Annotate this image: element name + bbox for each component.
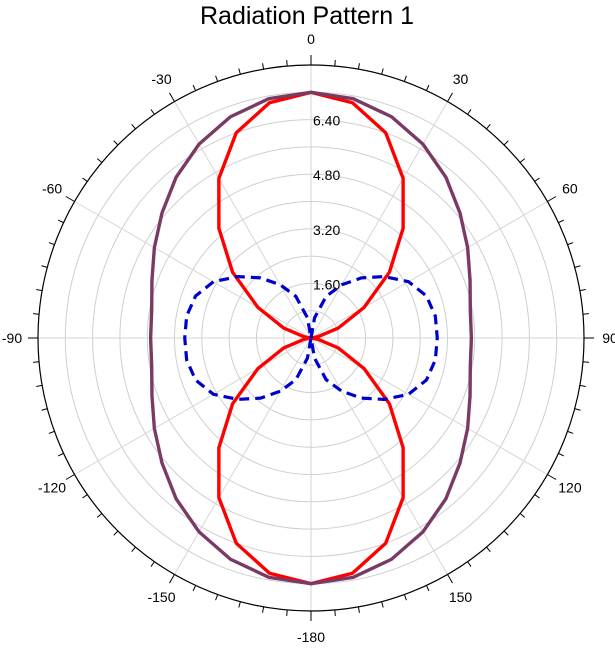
- minor-tick: [48, 430, 55, 434]
- series-line-2: [183, 274, 439, 402]
- minor-tick: [36, 384, 43, 387]
- major-tick: [65, 474, 75, 480]
- minor-tick: [36, 289, 43, 292]
- minor-tick: [238, 601, 241, 608]
- minor-tick: [334, 60, 336, 67]
- angle-tick-label: -30: [151, 71, 171, 87]
- chart-title: Radiation Pattern 1: [200, 2, 414, 30]
- minor-tick: [486, 546, 491, 553]
- grid-spoke: [310, 101, 448, 339]
- minor-tick: [486, 123, 491, 130]
- minor-tick: [334, 609, 336, 616]
- grid-spoke: [310, 201, 548, 339]
- grid-spoke: [174, 337, 312, 575]
- minor-tick: [192, 84, 197, 91]
- angle-tick-label: -120: [38, 480, 66, 496]
- angle-tick-label: 150: [449, 589, 473, 605]
- minor-tick: [113, 140, 119, 146]
- minor-tick: [582, 361, 589, 363]
- angle-tick-label: -60: [42, 181, 62, 197]
- minor-tick: [534, 494, 540, 499]
- minor-tick: [403, 594, 407, 601]
- minor-tick: [381, 601, 384, 608]
- minor-tick: [381, 68, 384, 75]
- minor-tick: [150, 561, 155, 567]
- minor-tick: [286, 60, 288, 67]
- major-tick: [169, 92, 175, 102]
- angle-ticks: [28, 55, 594, 621]
- minor-tick: [503, 140, 509, 146]
- major-tick: [65, 196, 75, 202]
- minor-tick: [150, 109, 155, 115]
- minor-tick: [425, 585, 430, 592]
- grid-spoke: [74, 337, 312, 475]
- minor-tick: [403, 75, 407, 82]
- minor-tick: [48, 242, 55, 246]
- major-tick: [447, 92, 453, 102]
- minor-tick: [41, 265, 48, 268]
- minor-tick: [82, 494, 88, 499]
- series-line-3: [148, 90, 474, 586]
- minor-tick: [582, 313, 589, 315]
- grid-spoke: [310, 337, 548, 475]
- radial-tick-label: 4.80: [313, 167, 340, 183]
- major-tick: [169, 574, 175, 584]
- minor-tick: [33, 361, 40, 363]
- grid-spoke: [74, 201, 312, 339]
- minor-tick: [574, 265, 581, 268]
- angle-tick-label: 30: [453, 71, 469, 87]
- major-tick: [547, 196, 557, 202]
- minor-tick: [96, 513, 103, 518]
- minor-tick: [579, 384, 586, 387]
- minor-tick: [215, 594, 219, 601]
- minor-tick: [215, 75, 219, 82]
- minor-tick: [357, 63, 360, 70]
- radial-tick-label: 3.20: [313, 222, 340, 238]
- grid-spoke: [310, 337, 448, 575]
- minor-tick: [131, 546, 136, 553]
- minor-tick: [96, 158, 103, 163]
- minor-tick: [558, 452, 565, 457]
- major-tick: [547, 474, 557, 480]
- minor-tick: [57, 219, 64, 224]
- minor-tick: [519, 158, 526, 163]
- tick-labels: 0 30 60 90 120 150 -180 -150 -120 -90 -60 -30 1.60 3.…: [2, 31, 615, 645]
- angle-tick-label: -180: [297, 629, 325, 645]
- minor-tick: [286, 609, 288, 616]
- minor-tick: [574, 408, 581, 411]
- radial-tick-label: 1.60: [313, 276, 340, 292]
- minor-tick: [131, 123, 136, 130]
- minor-tick: [579, 289, 586, 292]
- minor-tick: [567, 430, 574, 434]
- minor-tick: [82, 177, 88, 182]
- radial-tick-label: 6.40: [313, 113, 340, 129]
- grid-spoke: [174, 101, 312, 339]
- minor-tick: [567, 242, 574, 246]
- minor-tick: [519, 513, 526, 518]
- minor-tick: [534, 177, 540, 182]
- minor-tick: [192, 585, 197, 592]
- minor-tick: [57, 452, 64, 457]
- minor-tick: [467, 561, 472, 567]
- minor-tick: [238, 68, 241, 75]
- angle-tick-label: 60: [562, 181, 578, 197]
- angle-tick-label: 0: [307, 31, 315, 47]
- minor-tick: [262, 606, 265, 613]
- minor-tick: [41, 408, 48, 411]
- angle-tick-label: -150: [147, 589, 175, 605]
- minor-tick: [113, 530, 119, 536]
- series-layer: [148, 90, 474, 586]
- angle-tick-label: -90: [2, 330, 22, 346]
- minor-tick: [357, 606, 360, 613]
- major-tick: [447, 574, 453, 584]
- angle-tick-label: 120: [558, 480, 582, 496]
- minor-tick: [425, 84, 430, 91]
- minor-tick: [467, 109, 472, 115]
- minor-tick: [262, 63, 265, 70]
- minor-tick: [558, 219, 565, 224]
- angle-tick-label: 90: [602, 330, 615, 346]
- minor-tick: [503, 530, 509, 536]
- minor-tick: [33, 313, 40, 315]
